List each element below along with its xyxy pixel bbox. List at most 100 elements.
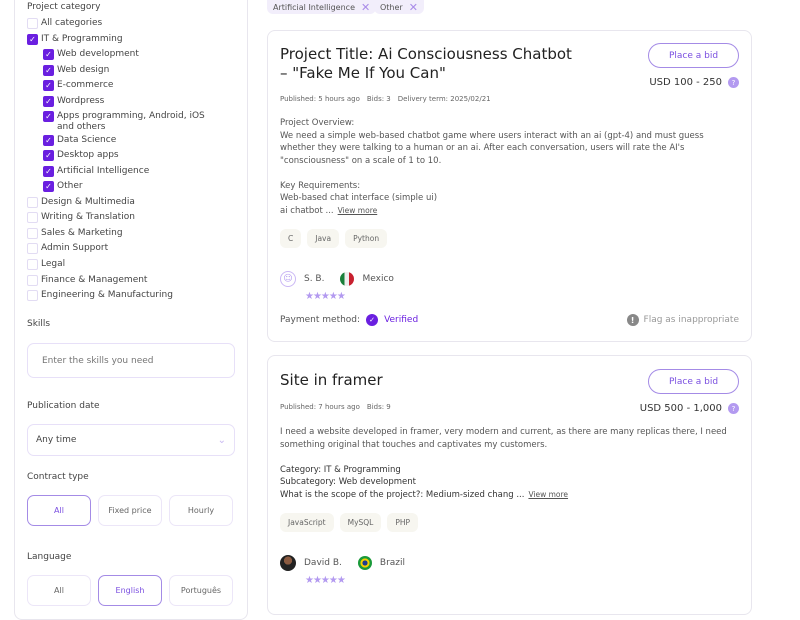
client-country: Brazil — [379, 558, 406, 568]
category-option[interactable]: ✓ Desktop apps — [43, 150, 119, 161]
description-line: Category: IT & Programming — [280, 464, 401, 475]
category-option[interactable]: ✓ Data Science — [43, 135, 116, 146]
skill-tags: JavaScript MySQL PHP — [280, 513, 419, 532]
language-option[interactable]: Português — [169, 575, 233, 606]
project-meta: Published: 7 hours ago Bids: 9 — [280, 403, 391, 411]
publication-date-select[interactable]: Any time ⌄ — [27, 424, 235, 456]
project-title[interactable]: Site in framer — [280, 371, 383, 389]
checkbox[interactable] — [27, 259, 38, 270]
language-option[interactable]: English — [98, 575, 162, 606]
category-option[interactable]: ✓ IT & Programming — [27, 34, 123, 45]
client-country: Mexico — [362, 274, 394, 284]
client-info: David B. Brazil — [280, 555, 405, 571]
close-icon[interactable]: ✕ — [361, 0, 371, 14]
price-value: USD 500 - 1,000 — [639, 403, 722, 414]
publication-date-title: Publication date — [27, 401, 100, 411]
skill-tag[interactable]: MySQL — [339, 513, 382, 532]
close-icon[interactable]: ✕ — [408, 0, 418, 14]
category-label: All categories — [41, 18, 103, 28]
checkbox[interactable]: ✓ — [43, 166, 54, 177]
view-more-link[interactable]: View more — [337, 205, 378, 215]
help-icon[interactable]: ? — [728, 403, 739, 414]
skill-tag[interactable]: Java — [307, 229, 340, 248]
category-label: Desktop apps — [57, 150, 119, 160]
category-label: Sales & Marketing — [41, 228, 123, 238]
place-bid-button[interactable]: Place a bid — [648, 369, 739, 394]
category-option[interactable]: ✓ Web development — [43, 49, 139, 60]
flag-inappropriate-link[interactable]: ! Flag as inappropriate — [626, 314, 739, 326]
category-label: E-commerce — [57, 80, 114, 90]
skill-tag[interactable]: C — [280, 229, 302, 248]
client-info: ☺ S. B. Mexico — [280, 271, 394, 287]
contract-option[interactable]: Fixed price — [98, 495, 162, 526]
contract-option[interactable]: All — [27, 495, 91, 526]
language-option[interactable]: All — [27, 575, 91, 606]
checkbox[interactable] — [27, 275, 38, 286]
checkbox[interactable] — [27, 212, 38, 223]
category-option[interactable]: ✓ Artificial Intelligence — [43, 166, 149, 177]
skill-tag[interactable]: PHP — [387, 513, 419, 532]
category-option[interactable]: All categories — [27, 18, 102, 29]
category-option[interactable]: Writing & Translation — [27, 212, 135, 223]
brazil-flag-icon — [357, 556, 372, 570]
description-line: I need a website developed in framer, ve… — [280, 427, 727, 450]
place-bid-button[interactable]: Place a bid — [648, 43, 739, 68]
payment-method: Payment method: ✓ Verified — [280, 314, 418, 326]
category-option[interactable]: ✓ E-commerce — [43, 80, 113, 91]
checkbox[interactable]: ✓ — [43, 65, 54, 76]
checkbox[interactable]: ✓ — [43, 111, 54, 122]
category-option[interactable]: ✓ Other — [43, 181, 83, 192]
project-title[interactable]: Project Title: Ai Consciousness Chatbot … — [280, 45, 572, 82]
filters-sidebar — [14, 0, 248, 620]
checkbox[interactable]: ✓ — [43, 80, 54, 91]
flag-label: Flag as inappropriate — [643, 315, 739, 325]
filter-chip: Other ✕ — [374, 0, 424, 14]
avatar: ☺ — [280, 271, 296, 287]
category-title: Project category — [27, 2, 101, 12]
category-option[interactable]: Sales & Marketing — [27, 228, 123, 239]
checkbox[interactable]: ✓ — [43, 49, 54, 60]
checkbox[interactable] — [27, 228, 38, 239]
category-option[interactable]: Legal — [27, 259, 65, 270]
contract-option[interactable]: Hourly — [169, 495, 233, 526]
project-card: Site in framer Place a bid USD 500 - 1,0… — [267, 355, 752, 615]
checkbox[interactable] — [27, 243, 38, 254]
category-option[interactable]: ✓ Wordpress — [43, 96, 104, 107]
checkbox[interactable]: ✓ — [43, 150, 54, 161]
category-option[interactable]: Design & Multimedia — [27, 197, 135, 208]
filter-chip: Artificial Intelligence ✕ — [267, 0, 377, 14]
category-option[interactable]: ✓ Web design — [43, 65, 109, 76]
filter-label: Artificial Intelligence — [273, 2, 355, 12]
category-option[interactable]: ✓ Apps programming, Android, iOS and othe… — [43, 111, 213, 133]
publication-date-value: Any time — [36, 435, 77, 445]
checkbox[interactable] — [27, 18, 38, 29]
description-line — [280, 451, 735, 464]
description-line: Key Requirements: — [280, 180, 361, 191]
category-option[interactable]: Finance & Management — [27, 275, 147, 286]
checkbox[interactable]: ✓ — [43, 135, 54, 146]
project-description: Project Overview: We need a simple web-ba… — [280, 117, 735, 217]
checkbox[interactable]: ✓ — [27, 34, 38, 45]
bids-count: Bids: 3 — [366, 95, 391, 103]
checkbox[interactable] — [27, 290, 38, 301]
help-icon[interactable]: ? — [728, 77, 739, 88]
client-name: David B. — [304, 558, 342, 568]
checkbox[interactable]: ✓ — [43, 96, 54, 107]
category-option[interactable]: Admin Support — [27, 243, 108, 254]
rating-stars: ★★★★★ — [305, 291, 346, 302]
filter-label: Other — [380, 2, 403, 12]
category-option[interactable]: Engineering & Manufacturing — [27, 290, 173, 301]
category-label: Admin Support — [41, 243, 109, 253]
skill-tag[interactable]: Python — [345, 229, 388, 248]
checkbox[interactable] — [27, 197, 38, 208]
category-label: Web development — [57, 49, 139, 59]
delivery-term: Delivery term: 2025/02/21 — [397, 95, 491, 103]
skill-tag[interactable]: JavaScript — [280, 513, 334, 532]
price-range: USD 500 - 1,000? — [640, 403, 739, 414]
category-label: Other — [57, 181, 83, 191]
language-title: Language — [27, 552, 72, 562]
view-more-link[interactable]: View more — [528, 489, 569, 499]
skills-input[interactable] — [27, 343, 235, 378]
category-label: Apps programming, Android, iOS and other… — [57, 111, 205, 132]
checkbox[interactable]: ✓ — [43, 181, 54, 192]
